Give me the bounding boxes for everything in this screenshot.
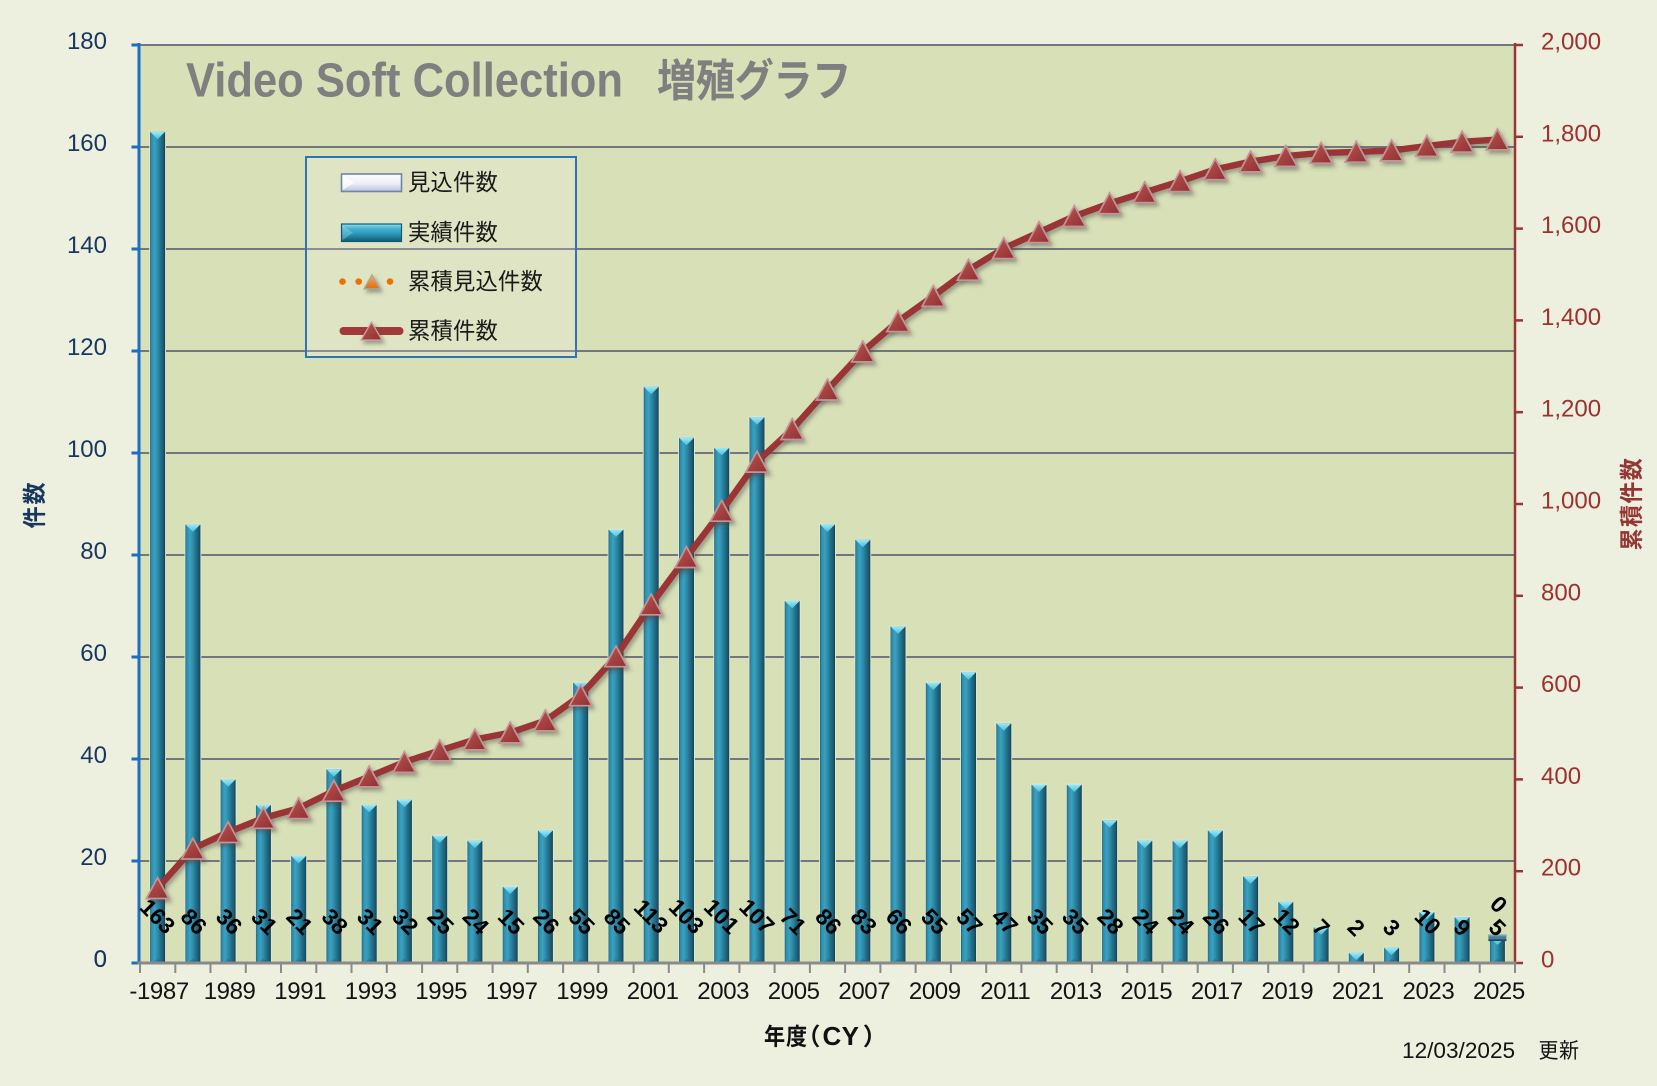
svg-text:400: 400 xyxy=(1541,763,1581,790)
svg-text:180: 180 xyxy=(67,28,107,55)
svg-text:2005: 2005 xyxy=(768,978,820,1005)
svg-text:2011: 2011 xyxy=(980,978,1030,1005)
svg-text:20: 20 xyxy=(80,844,107,871)
svg-text:2009: 2009 xyxy=(909,978,961,1005)
svg-text:1995: 1995 xyxy=(415,978,467,1005)
svg-text:140: 140 xyxy=(67,232,107,259)
svg-text:80: 80 xyxy=(80,538,107,565)
svg-text:0: 0 xyxy=(94,946,107,973)
svg-text:1,600: 1,600 xyxy=(1541,212,1601,239)
svg-text:Video Soft Collection: Video Soft Collection xyxy=(186,55,623,108)
svg-text:2003: 2003 xyxy=(697,978,749,1005)
svg-text:0: 0 xyxy=(94,946,107,973)
svg-text:200: 200 xyxy=(1541,855,1581,882)
svg-text:12/03/2025: 12/03/2025 xyxy=(1402,1038,1515,1063)
svg-text:600: 600 xyxy=(1541,671,1581,698)
svg-text:1,400: 1,400 xyxy=(1541,304,1601,331)
svg-text:CY: CY xyxy=(823,1021,860,1051)
svg-text:1,000: 1,000 xyxy=(1541,488,1601,515)
svg-text:120: 120 xyxy=(67,334,107,361)
svg-text:60: 60 xyxy=(80,640,107,667)
svg-text:1989: 1989 xyxy=(204,978,256,1005)
svg-text:2019: 2019 xyxy=(1261,978,1313,1005)
svg-text:2015: 2015 xyxy=(1120,978,1172,1005)
svg-text:1997: 1997 xyxy=(486,978,538,1005)
svg-text:40: 40 xyxy=(80,742,107,769)
svg-text:2017: 2017 xyxy=(1191,978,1243,1005)
svg-text:1999: 1999 xyxy=(556,978,608,1005)
svg-text:2023: 2023 xyxy=(1403,978,1455,1005)
svg-text:2013: 2013 xyxy=(1050,978,1102,1005)
svg-text:100: 100 xyxy=(67,436,107,463)
svg-text:2021: 2021 xyxy=(1332,978,1384,1005)
svg-text:1,200: 1,200 xyxy=(1541,396,1601,423)
svg-text:2007: 2007 xyxy=(838,978,890,1005)
svg-text:800: 800 xyxy=(1541,579,1581,606)
svg-text:2,000: 2,000 xyxy=(1541,29,1601,56)
svg-text:-1987: -1987 xyxy=(129,978,188,1005)
svg-text:2001: 2001 xyxy=(627,978,679,1005)
svg-text:1,800: 1,800 xyxy=(1541,120,1601,147)
svg-text:2025: 2025 xyxy=(1473,978,1525,1005)
svg-text:0: 0 xyxy=(1541,947,1554,974)
svg-text:1991: 1991 xyxy=(274,978,326,1005)
svg-text:160: 160 xyxy=(67,130,107,157)
svg-text:1993: 1993 xyxy=(345,978,397,1005)
